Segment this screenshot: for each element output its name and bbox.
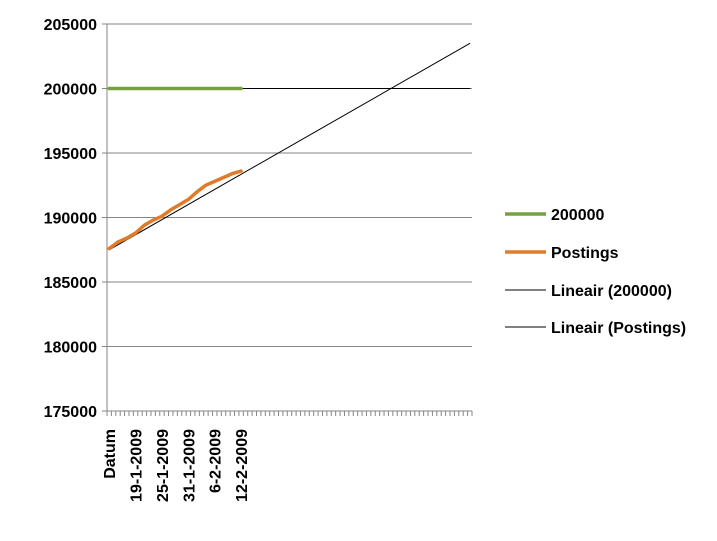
axes <box>106 24 472 412</box>
x-tick-label: 25-1-2009 <box>155 429 172 502</box>
series-line-lineair-postings <box>108 42 471 251</box>
x-axis-minor-ticks <box>106 411 473 416</box>
y-tick-label: 190000 <box>44 211 97 228</box>
y-axis-tick-labels: 205000 200000 195000 190000 185000 180000 1750… <box>44 17 97 421</box>
y-tick-label: 205000 <box>44 17 97 34</box>
legend-label: Lineair (Postings) <box>551 320 686 337</box>
legend-label: 200000 <box>551 207 604 224</box>
y-tick-label: 195000 <box>44 146 97 163</box>
x-axis-tick-labels: Datum 19-1-2009 25-1-2009 31-1-2009 6-2-2009… <box>102 429 251 502</box>
series-line-postings <box>107 169 243 251</box>
y-tick-label: 200000 <box>44 82 97 99</box>
x-tick-label: 12-2-2009 <box>234 429 251 502</box>
plot-area <box>107 42 471 251</box>
x-tick-label: 19-1-2009 <box>129 429 146 502</box>
y-tick-label: 175000 <box>44 404 97 421</box>
legend-label: Postings <box>551 245 619 262</box>
x-tick-label: 31-1-2009 <box>181 429 198 502</box>
legend-label: Lineair (200000) <box>551 283 672 300</box>
legend: 200000 Postings Lineair (200000) Lineair (P… <box>505 207 686 337</box>
y-tick-label: 185000 <box>44 275 97 292</box>
x-tick-label: 6-2-2009 <box>208 429 225 493</box>
y-tick-label: 180000 <box>44 340 97 357</box>
x-tick-label: Datum <box>102 429 119 479</box>
